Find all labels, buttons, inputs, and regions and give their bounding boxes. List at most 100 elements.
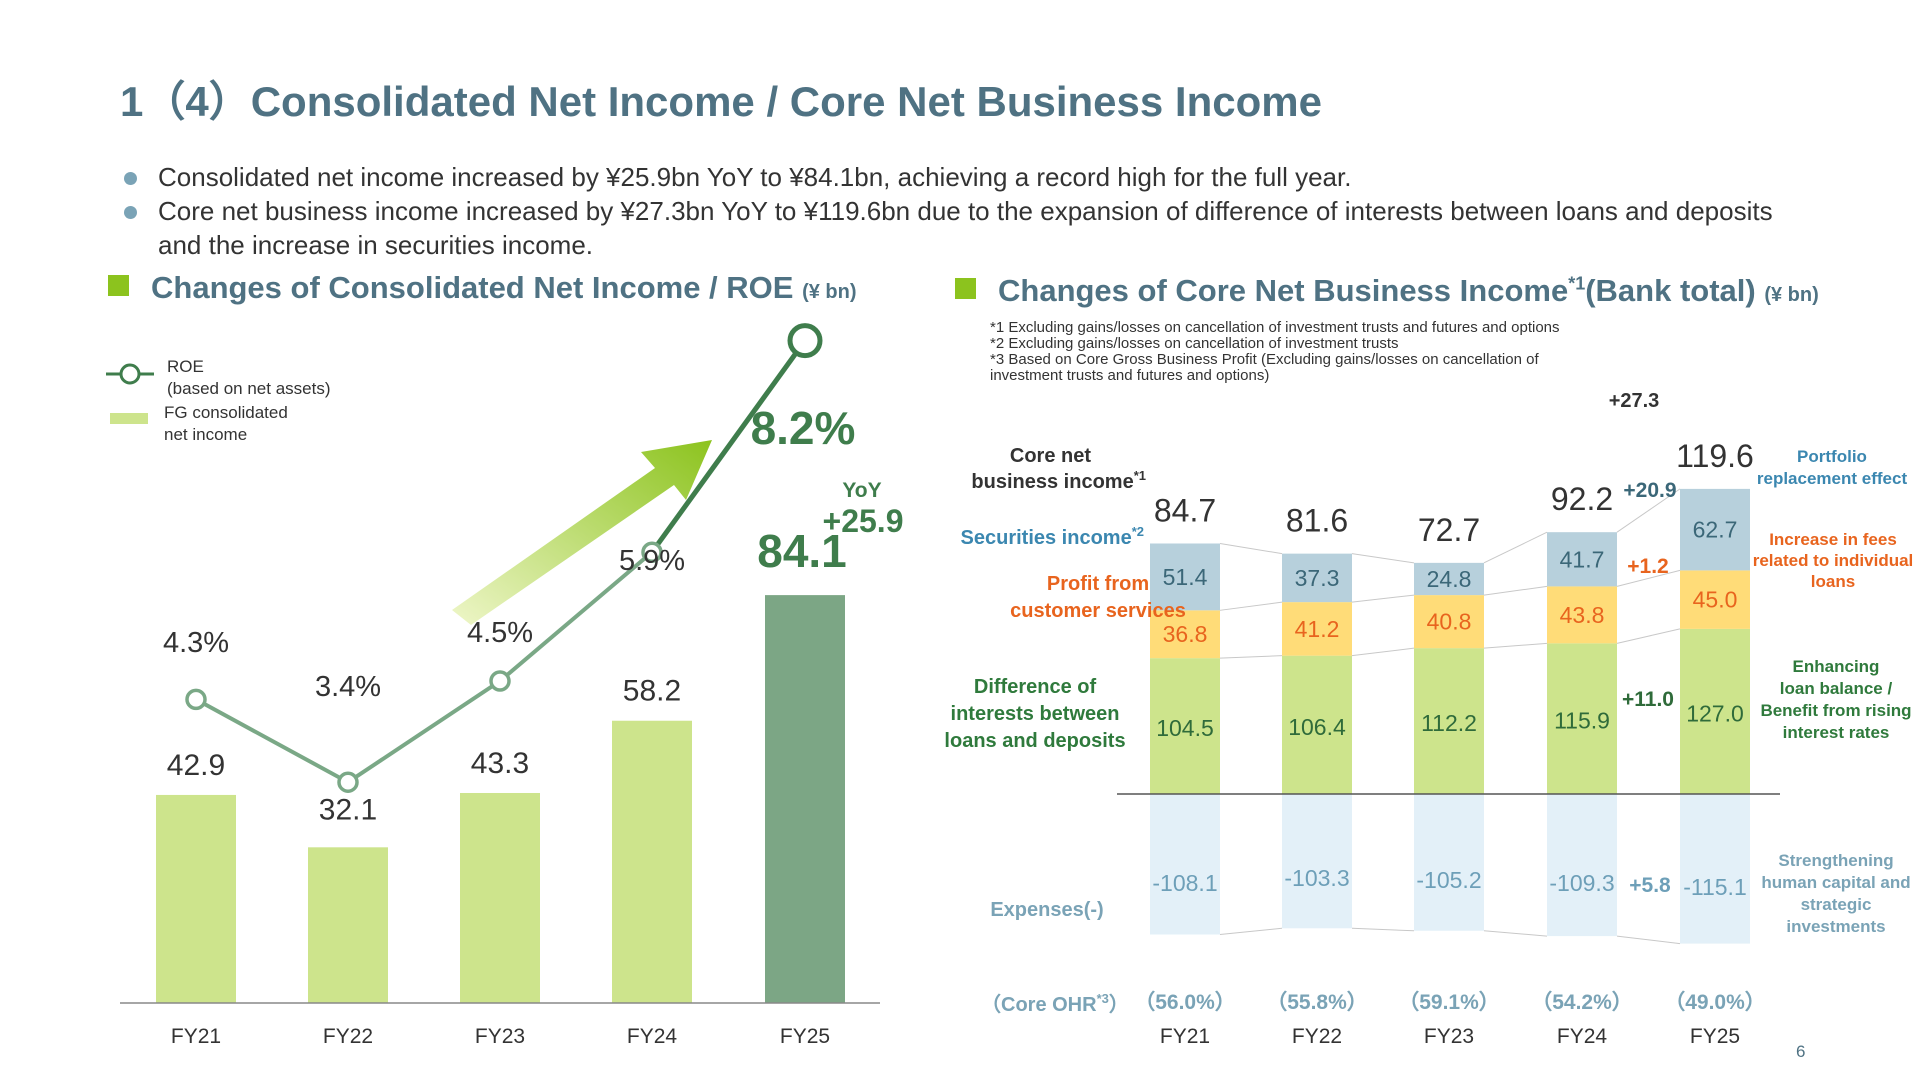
x-tick-label: FY23 — [1424, 1025, 1474, 1048]
yoy-value: +25.9 — [823, 503, 904, 539]
interest-bar — [1547, 643, 1617, 794]
total-data-label: 92.2 — [1551, 481, 1613, 517]
expenses-annotation: investments — [1786, 917, 1885, 936]
right-section-title-a: Changes of Core Net Business Income — [998, 273, 1569, 308]
income-data-label: 84.1 — [757, 525, 847, 577]
connector-line — [1616, 628, 1681, 644]
bullet-dot-icon — [124, 172, 137, 185]
expenses-data-label: -108.1 — [1152, 870, 1217, 896]
connector-line — [1483, 930, 1548, 937]
roe-point — [337, 771, 359, 793]
income-bar — [156, 794, 236, 1003]
connector-line — [1351, 927, 1415, 932]
securities-bar — [1547, 532, 1617, 587]
x-tick-label: FY25 — [780, 1025, 830, 1048]
right-section-title: Changes of Core Net Business Income*1(Ba… — [955, 273, 1819, 309]
legend-income-swatch — [110, 413, 148, 424]
legend-roe-label: ROE — [167, 357, 204, 376]
customer-services-change-label: +1.2 — [1627, 555, 1668, 578]
roe-line — [195, 550, 654, 785]
interest-data-label: 115.9 — [1554, 708, 1610, 734]
customer-services-row-label: customer services — [1010, 600, 1186, 622]
yoy-label: YoY — [842, 479, 881, 502]
interest-change-label: +11.0 — [1622, 688, 1674, 711]
total-data-label: 72.7 — [1418, 512, 1480, 548]
securities-bar — [1282, 553, 1352, 603]
expenses-change-label: +5.8 — [1629, 874, 1671, 897]
expenses-annotation: strategic — [1801, 895, 1872, 914]
legend-roe-marker-icon — [119, 363, 141, 385]
customer-services-data-label: 36.8 — [1163, 621, 1208, 647]
ohr-row-label: （Core OHR*3） — [981, 991, 1129, 1016]
customer-services-bar — [1547, 586, 1617, 644]
securities-row-label-sup: *2 — [1132, 524, 1144, 539]
expenses-bar — [1414, 794, 1484, 931]
legend-income-label: FG consolidated — [164, 403, 288, 422]
expenses-bar — [1680, 794, 1750, 944]
customer-services-bar — [1414, 595, 1484, 649]
securities-bar — [1414, 562, 1484, 596]
bullet-item: Consolidated net income increased by ¥25… — [122, 160, 1822, 194]
x-tick-label: FY22 — [1292, 1025, 1342, 1048]
interest-data-label: 106.4 — [1288, 714, 1346, 740]
expenses-row-label: Expenses(-) — [990, 899, 1103, 921]
customer-services-annotation: loans — [1811, 572, 1855, 591]
connector-line — [1616, 488, 1681, 533]
securities-data-label: 62.7 — [1693, 517, 1738, 543]
left-section-title: Changes of Consolidated Net Income / ROE… — [108, 270, 857, 306]
roe-data-label: 4.3% — [163, 627, 229, 659]
connector-line — [1351, 594, 1415, 603]
interest-annotation: interest rates — [1783, 723, 1890, 742]
expenses-annotation: human capital and — [1761, 873, 1910, 892]
x-tick-label: FY24 — [1557, 1025, 1608, 1048]
customer-services-data-label: 43.8 — [1560, 602, 1605, 628]
net-income-roe-chart: ROE (based on net assets) FG consolidated n… — [106, 323, 904, 1048]
connector-line — [1219, 542, 1283, 555]
customer-services-bar — [1680, 570, 1750, 629]
interest-row-label: Difference of — [974, 676, 1097, 698]
legend-roe-label: (based on net assets) — [167, 379, 330, 398]
green-square-icon — [955, 278, 976, 299]
bullet-text: Core net business income increased by ¥2… — [158, 196, 1773, 260]
total-data-label: 119.6 — [1676, 438, 1754, 474]
x-tick-label: FY23 — [475, 1025, 525, 1048]
customer-services-data-label: 41.2 — [1295, 616, 1340, 642]
interest-annotation: Enhancing — [1793, 657, 1880, 676]
expenses-data-label: -105.2 — [1416, 867, 1481, 893]
roe-data-label: 8.2% — [751, 402, 856, 454]
interest-data-label: 112.2 — [1421, 710, 1477, 736]
connector-line — [1351, 553, 1415, 564]
income-bar — [612, 720, 692, 1003]
x-tick-label: FY21 — [171, 1025, 221, 1048]
income-data-label: 43.3 — [471, 747, 529, 780]
interest-data-label: 104.5 — [1156, 715, 1214, 741]
expenses-bar — [1150, 794, 1220, 935]
customer-services-bar — [1282, 602, 1352, 656]
customer-services-data-label: 45.0 — [1693, 587, 1738, 613]
interest-row-label: interests between — [951, 703, 1120, 725]
footnote: investment trusts and futures and option… — [990, 367, 1270, 384]
roe-line-last-segment — [649, 339, 808, 554]
bullet-text: Consolidated net income increased by ¥25… — [158, 162, 1352, 192]
securities-annotation: replacement effect — [1757, 469, 1908, 488]
left-section-unit: (¥ bn) — [802, 281, 857, 303]
roe-point — [489, 670, 511, 692]
income-bar — [308, 847, 388, 1003]
x-tick-label: FY24 — [627, 1025, 678, 1048]
expenses-data-label: -103.3 — [1284, 865, 1349, 891]
expenses-bar — [1282, 794, 1352, 929]
expenses-data-label: -109.3 — [1549, 870, 1614, 896]
ohr-label: （56.0%） — [1134, 990, 1236, 1014]
core-label-sup: *1 — [1134, 468, 1146, 483]
ohr-label: （54.2%） — [1531, 990, 1633, 1014]
roe-data-label: 4.5% — [467, 617, 533, 649]
left-section-title-text: Changes of Consolidated Net Income / ROE — [151, 270, 794, 305]
customer-services-annotation: Increase in fees — [1769, 530, 1897, 549]
interest-bar — [1150, 658, 1220, 794]
customer-services-row-label: Profit from — [1047, 573, 1149, 595]
securities-data-label: 51.4 — [1163, 564, 1208, 590]
interest-bar — [1282, 655, 1352, 794]
interest-row-label: loans and deposits — [944, 730, 1125, 752]
ohr-label: （49.0%） — [1664, 990, 1766, 1014]
